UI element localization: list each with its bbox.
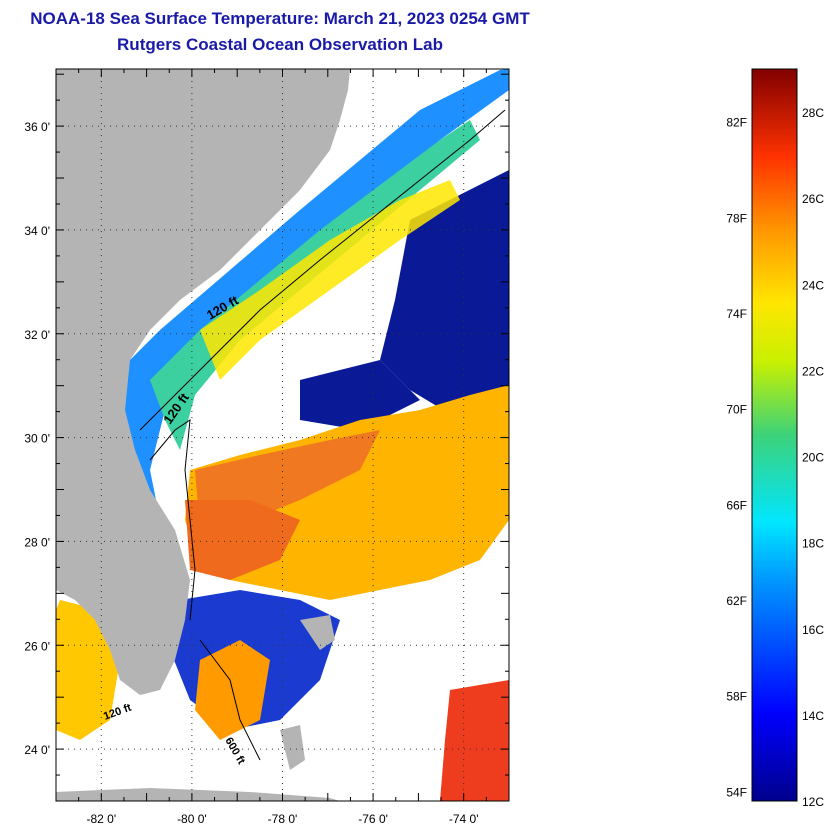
lat-label: 32 0' (24, 328, 50, 342)
land-mass (56, 69, 350, 695)
colorbar-celsius-label: 24C (802, 278, 824, 292)
lat-label: 26 0' (24, 639, 50, 653)
sst-imagery (56, 69, 509, 801)
map-title: NOAA-18 Sea Surface Temperature: March 2… (30, 9, 530, 28)
colorbar-celsius-label: 14C (802, 709, 824, 723)
axis-ticks (55, 69, 510, 802)
axis-labels: 36 0' 34 0' 32 0' 30 0' 28 0' 26 0' 24 0' -82 0… (24, 120, 478, 826)
colorbar-celsius-label: 12C (802, 795, 824, 809)
colorbar (751, 68, 798, 802)
colorbar-fahrenheit-label: 62F (726, 594, 747, 608)
cuba-land (56, 788, 340, 801)
cold-water-region (380, 170, 509, 420)
lon-label: -80 0' (177, 812, 207, 826)
warm-core-patch-2 (185, 500, 300, 580)
lon-label: -76 0' (358, 812, 388, 826)
colorbar-fahrenheit-label: 66F (726, 498, 747, 512)
colorbar-fahrenheit-label: 58F (726, 690, 747, 704)
nearshore-cool-band (120, 69, 509, 560)
lat-label: 24 0' (24, 743, 50, 757)
bathymetry-contour (139, 109, 506, 431)
colorbar-fahrenheit-label: 70F (726, 403, 747, 417)
colorbar-celsius-label: 28C (802, 106, 824, 120)
colorbar-celsius-label: 16C (802, 623, 824, 637)
colorbar-celsius-label: 20C (802, 451, 824, 465)
bahamas-island (300, 615, 335, 650)
lat-label: 34 0' (24, 224, 50, 238)
lon-label: -78 0' (268, 812, 298, 826)
lat-label: 28 0' (24, 535, 50, 549)
lat-label: 36 0' (24, 120, 50, 134)
lon-label: -74 0' (449, 812, 479, 826)
colorbar-fahrenheit-label: 78F (726, 211, 747, 225)
lon-label: -82 0' (86, 812, 116, 826)
colorbar-celsius-label: 26C (802, 192, 824, 206)
colorbar-celsius-label: 22C (802, 364, 824, 378)
map-gridlines (56, 69, 509, 801)
map-subtitle: Rutgers Coastal Ocean Observation Lab (117, 35, 443, 54)
colorbar-fahrenheit-label: 74F (726, 307, 747, 321)
cold-water-patch (300, 360, 420, 430)
bathymetry-contour-3 (199, 639, 261, 761)
gulf-stream-edge (200, 180, 460, 380)
colorbar-fahrenheit-label: 82F (726, 116, 747, 130)
colorbar-fahrenheit-label: 54F (726, 785, 747, 799)
lat-label: 30 0' (24, 432, 50, 446)
bahamas-island-2 (280, 725, 305, 770)
colorbar-labels: 28C 26C 24C 22C 20C 18C 16C 14C 12C 82F 78F 74F 70F 6… (726, 106, 824, 809)
colorbar-celsius-label: 18C (802, 537, 824, 551)
southeast-warm-water (440, 680, 509, 801)
bathymetry-contour-2 (149, 418, 196, 621)
